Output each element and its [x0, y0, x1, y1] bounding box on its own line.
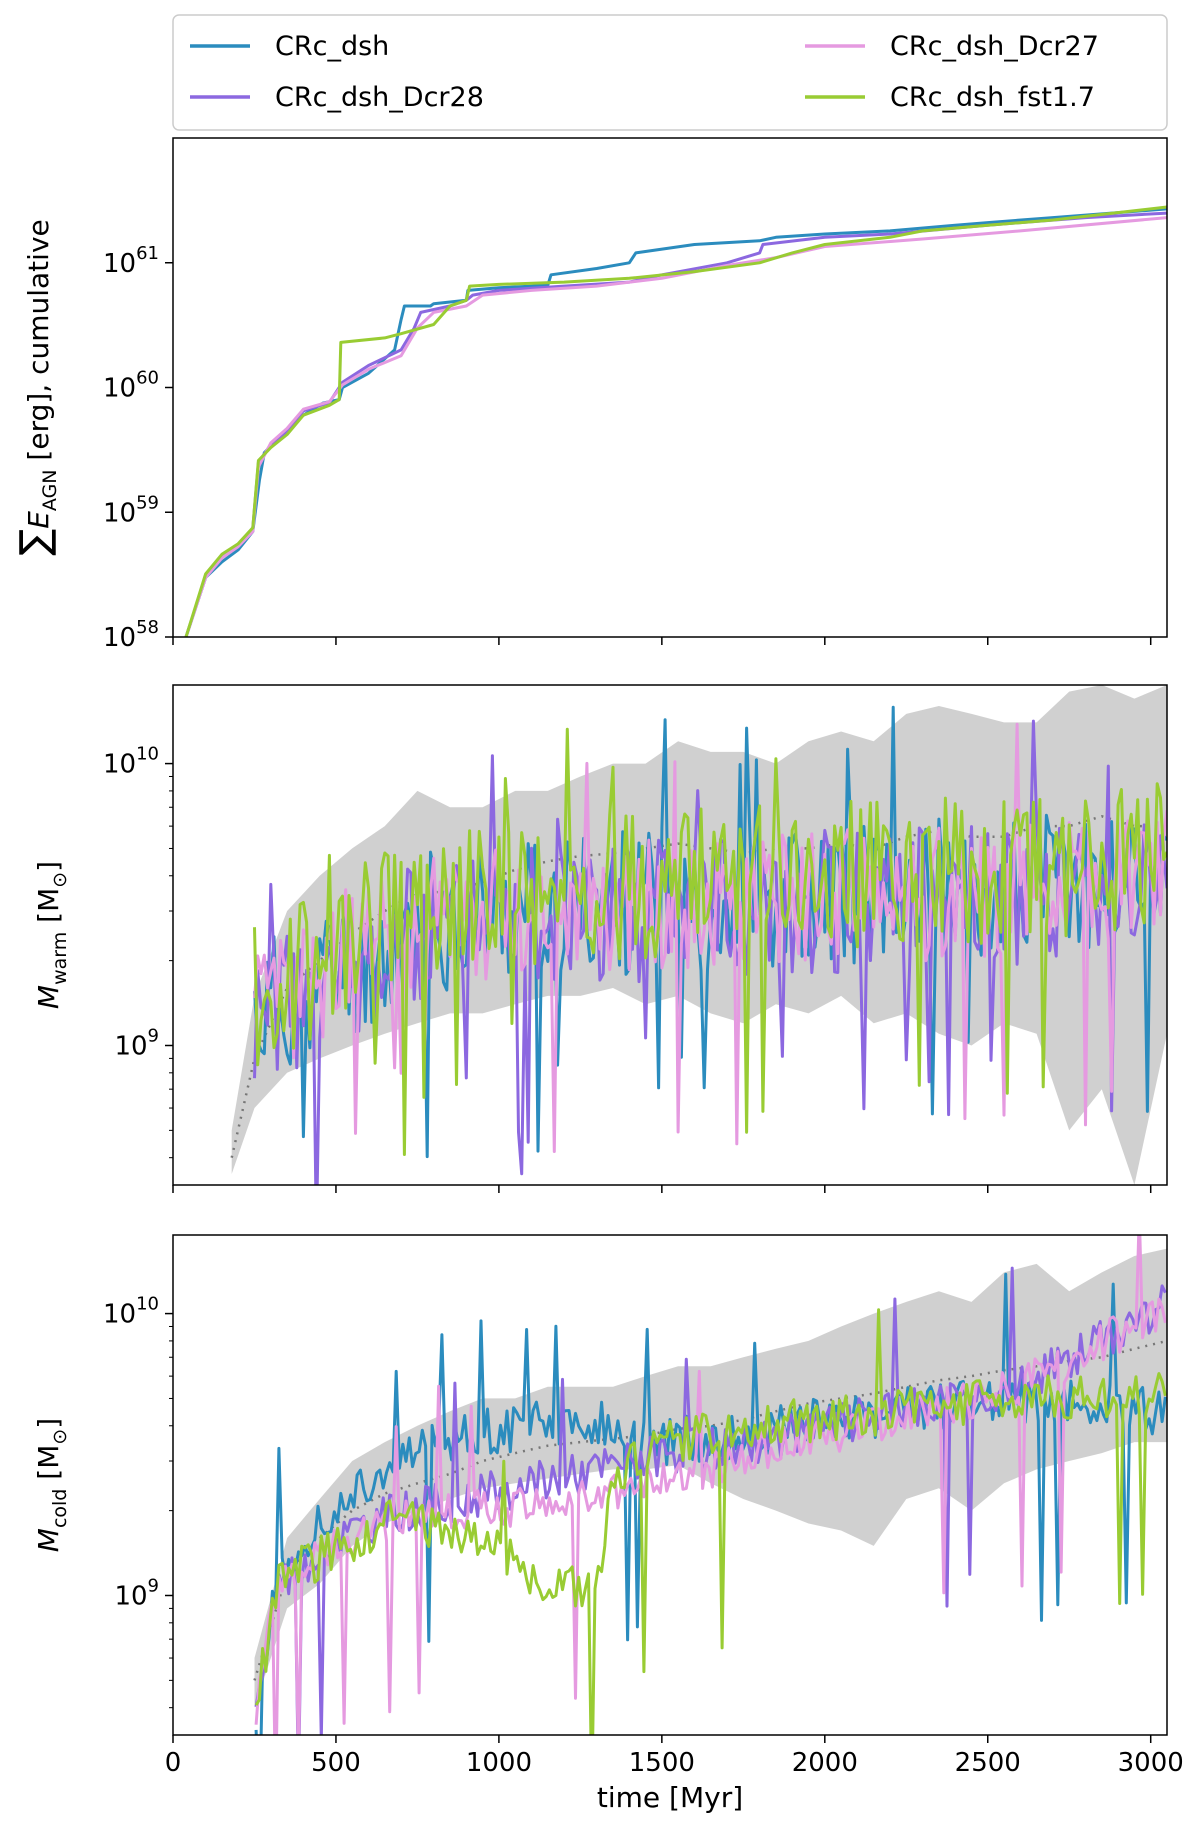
y-tick-label: 1058: [103, 617, 159, 653]
plot-area: [184, 205, 1167, 637]
x-tick-label: 2500: [955, 1748, 1021, 1778]
legend-item: CRc_dsh: [190, 31, 389, 62]
y-tick-label: 1010: [103, 744, 159, 780]
panel-cold-gas-mass: 0 500 1000 1500 2000 2500 3000 109 1010 Mcold [M⊙…: [32, 1234, 1184, 1814]
panel-cumulative-agn-energy: 1058 1059 1060 1061 ∑EAGN [erg], cumulative: [12, 137, 1168, 653]
x-tick-label: 2000: [792, 1748, 858, 1778]
legend: CRc_dsh CRc_dsh_Dcr27 CRc_dsh_Dcr28 CRc_dsh…: [172, 14, 1168, 131]
legend-label: CRc_dsh: [275, 31, 389, 62]
x-tick-label: 1500: [629, 1748, 695, 1778]
y-tick-label: 109: [114, 1575, 159, 1611]
y-tick-label: 1061: [103, 243, 159, 279]
x-axis-label: time [Myr]: [597, 1781, 743, 1814]
panel-warm-gas-mass: 109 1010 Mwarm [M⊙]: [32, 684, 1168, 1193]
x-tick-label: 500: [311, 1748, 361, 1778]
series-line: [254, 1308, 1167, 1735]
series-line: [184, 205, 1167, 637]
axes-frame: [172, 1234, 1168, 1736]
y-tick-label: 1010: [103, 1294, 159, 1330]
legend-item: CRc_dsh_fst1.7: [805, 82, 1095, 113]
y-tick-label: 1059: [103, 492, 159, 528]
x-tick-label: 1000: [466, 1748, 532, 1778]
y-axis-label: Mcold [M⊙]: [32, 1418, 71, 1552]
x-tick-label: 0: [165, 1748, 182, 1778]
legend-box: [172, 14, 1168, 131]
x-tick-label: 3000: [1118, 1748, 1184, 1778]
legend-label: CRc_dsh_Dcr27: [890, 31, 1099, 62]
y-tick-label: 109: [114, 1025, 159, 1061]
axes-frame: [172, 684, 1168, 1186]
y-axis-label: Mwarm [M⊙]: [32, 861, 71, 1009]
y-tick-label: 1060: [103, 368, 159, 404]
legend-item: CRc_dsh_Dcr28: [190, 82, 484, 113]
series-line: [253, 727, 1167, 1156]
plot-area: [253, 1235, 1167, 1735]
legend-label: CRc_dsh_fst1.7: [890, 82, 1095, 113]
series-line: [184, 216, 1167, 637]
plot-area: [230, 685, 1167, 1185]
legend-label: CRc_dsh_Dcr28: [275, 82, 484, 113]
y-axis-label: ∑EAGN [erg], cumulative: [12, 219, 61, 556]
axes-frame: [172, 137, 1168, 638]
legend-item: CRc_dsh_Dcr27: [805, 31, 1099, 62]
